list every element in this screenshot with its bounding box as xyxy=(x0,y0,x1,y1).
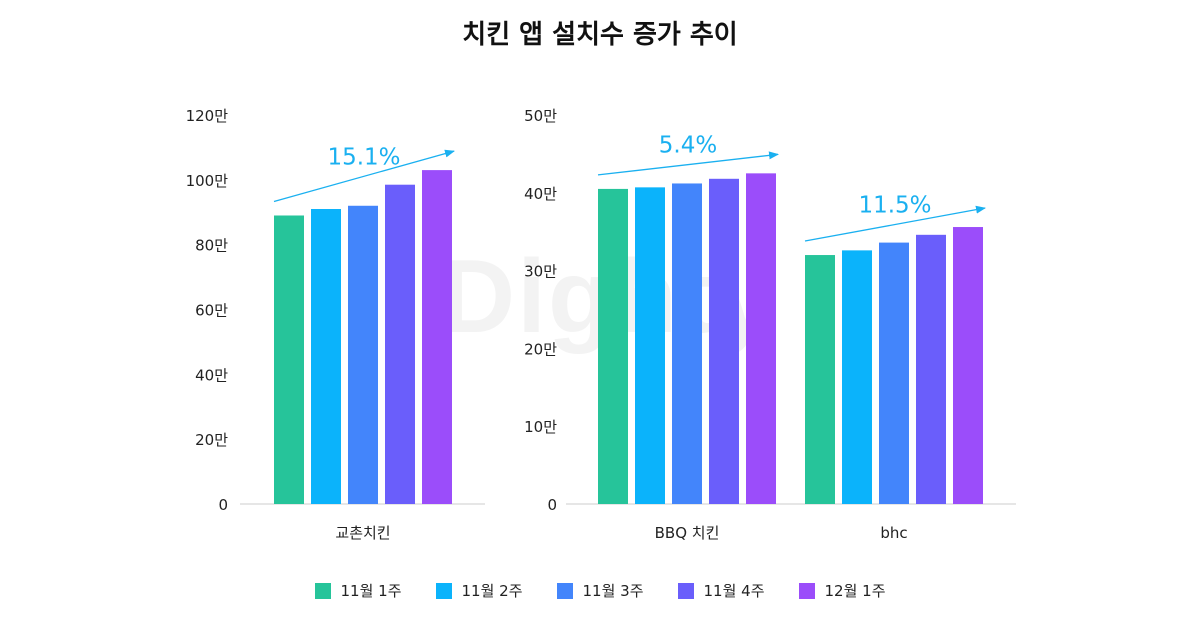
bar xyxy=(635,187,665,504)
y-tick-label: 100만 xyxy=(186,172,229,190)
legend-swatch xyxy=(677,582,694,599)
growth-annotation: 5.4% xyxy=(659,133,717,159)
y-tick-label: 40만 xyxy=(195,366,228,384)
y-tick-label: 20만 xyxy=(195,431,228,449)
y-tick-label: 20만 xyxy=(524,340,557,358)
legend-swatch xyxy=(435,582,452,599)
legend-item: 12월 1주 xyxy=(798,580,886,601)
legend-swatch xyxy=(798,582,815,599)
legend-item: 11월 4주 xyxy=(677,580,765,601)
y-tick-label: 60만 xyxy=(195,302,228,320)
y-tick-label: 80만 xyxy=(195,237,228,255)
legend-item: 11월 1주 xyxy=(314,580,402,601)
y-tick-label: 30만 xyxy=(524,263,557,281)
legend-swatch xyxy=(314,582,331,599)
bar xyxy=(274,215,304,504)
bar xyxy=(916,234,946,504)
bar xyxy=(598,188,628,504)
bar xyxy=(879,242,909,505)
category-label: 교촌치킨 xyxy=(335,524,390,542)
y-tick-label: 120만 xyxy=(186,107,229,125)
legend-item: 11월 2주 xyxy=(435,580,523,601)
bar xyxy=(422,170,452,504)
growth-annotation: 11.5% xyxy=(858,193,931,219)
category-label: BBQ 치킨 xyxy=(655,524,720,542)
trend-arrow xyxy=(273,149,455,203)
bar xyxy=(709,178,739,504)
legend-label: 11월 3주 xyxy=(582,582,644,600)
legend: 11월 1주 11월 2주 11월 3주 11월 4주 12월 1주 xyxy=(0,580,1200,601)
bar xyxy=(672,183,702,505)
bar xyxy=(953,227,983,505)
legend-label: 12월 1주 xyxy=(824,582,886,600)
bar xyxy=(746,173,776,504)
category-label: bhc xyxy=(880,524,907,542)
chart-title: 치킨 앱 설치수 증가 추이 xyxy=(462,20,738,50)
legend-item: 11월 3주 xyxy=(556,580,644,601)
y-tick-label: 10만 xyxy=(524,418,557,436)
bar xyxy=(842,250,872,504)
bar xyxy=(311,209,341,504)
y-tick-label: 0 xyxy=(547,496,557,514)
bar xyxy=(805,255,835,504)
legend-swatch xyxy=(556,582,573,599)
y-tick-label: 50만 xyxy=(524,107,557,125)
y-tick-label: 0 xyxy=(218,496,228,514)
bar xyxy=(348,205,378,504)
bar xyxy=(385,184,415,504)
legend-label: 11월 4주 xyxy=(703,582,765,600)
legend-label: 11월 2주 xyxy=(461,582,523,600)
legend-label: 11월 1주 xyxy=(340,582,402,600)
y-tick-label: 40만 xyxy=(524,185,557,203)
trend-arrow xyxy=(597,151,779,176)
growth-annotation: 15.1% xyxy=(327,144,400,170)
trend-arrow xyxy=(804,205,986,242)
